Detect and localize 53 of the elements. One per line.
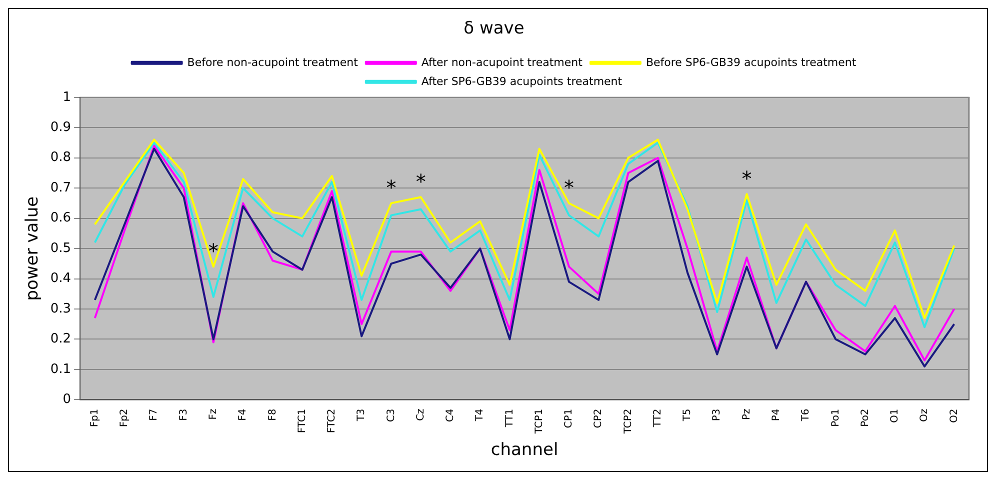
x-tick-label: T4 (474, 408, 486, 422)
annotation: * (208, 238, 218, 263)
y-tick-label: 0.8 (50, 150, 72, 166)
x-tick-label: Po1 (830, 408, 842, 427)
x-tick-label: Po2 (860, 408, 871, 427)
x-tick-label: T5 (682, 408, 694, 422)
annotation: * (742, 166, 752, 190)
x-tick-label: F7 (148, 408, 160, 421)
legend-label: Before non-acupoint treatment (187, 56, 359, 69)
x-tick-label: O1 (890, 408, 901, 423)
y-tick-label: 0.3 (50, 301, 72, 316)
x-tick-label: F3 (178, 408, 190, 421)
x-tick-label: Cz (415, 408, 426, 421)
x-tick-label: Fp2 (119, 408, 130, 428)
x-tick-label: T6 (800, 408, 812, 422)
y-tick-label: 0.1 (50, 362, 72, 377)
annotation: * (564, 175, 574, 200)
y-tick-label: 0 (62, 392, 72, 408)
x-tick-label: Oz (919, 408, 930, 422)
x-tick-label: F4 (238, 408, 249, 421)
chart-title: δ wave (464, 18, 524, 39)
x-tick-label: P4 (770, 408, 782, 422)
y-tick-label: 0.7 (50, 180, 72, 196)
x-tick-label: O2 (948, 408, 960, 423)
y-tick-label: 0.5 (50, 240, 72, 256)
y-tick-label: 0.9 (50, 120, 72, 136)
x-tick-label: TT1 (504, 408, 516, 428)
y-tick-label: 0.2 (50, 332, 72, 347)
y-tick-label: 0.6 (50, 210, 72, 226)
x-tick-label: Fp1 (89, 408, 100, 428)
x-tick-label: P3 (712, 408, 723, 422)
x-tick-label: C4 (445, 408, 456, 422)
annotation: * (416, 169, 426, 194)
y-tick-label: 1 (62, 90, 72, 105)
x-tick-label: Pz (741, 408, 752, 420)
x-axis-title: channel (490, 440, 558, 460)
x-tick-label: TT2 (652, 408, 664, 428)
y-tick-label: 0.4 (50, 271, 72, 286)
x-tick-label: TCP2 (622, 408, 634, 435)
x-tick-label: C3 (386, 408, 397, 422)
x-tick-label: CP1 (564, 408, 575, 428)
annotation: * (386, 175, 396, 200)
x-tick-label: FTC2 (326, 408, 338, 434)
x-tick-label: CP2 (593, 408, 604, 428)
x-tick-label: FTC1 (296, 408, 308, 434)
x-tick-label: Fz (208, 408, 220, 420)
x-tick-label: F8 (267, 408, 278, 421)
legend-label: After SP6-GB39 acupoints treatment (421, 74, 623, 88)
legend-label: Before SP6-GB39 acupoints treatment (646, 56, 857, 69)
x-tick-label: T3 (356, 408, 368, 422)
x-tick-label: TCP1 (534, 408, 545, 435)
y-axis-title: power value (22, 196, 43, 301)
legend-label: After non-acupoint treatment (421, 56, 584, 69)
